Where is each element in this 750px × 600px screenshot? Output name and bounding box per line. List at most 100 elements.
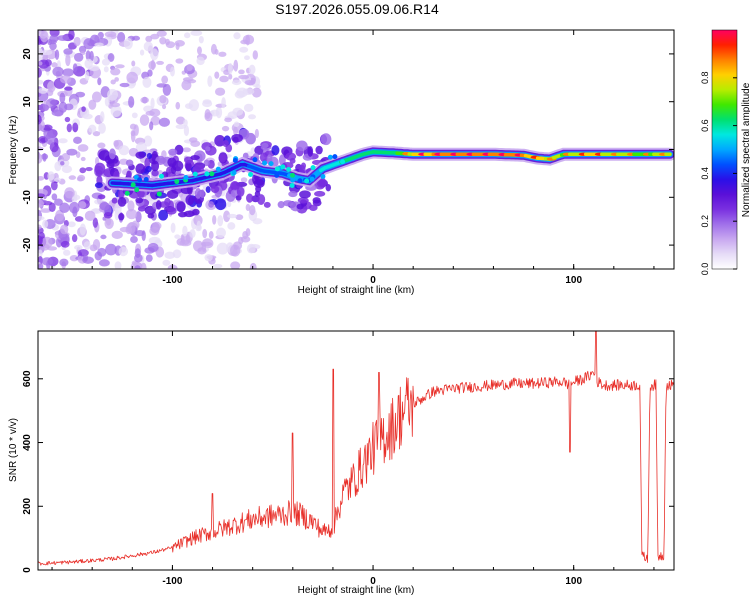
spectrogram-noise-blob xyxy=(233,126,238,136)
spectrogram-noise-blob xyxy=(84,71,90,82)
spectrogram-noise-blob xyxy=(100,234,107,240)
spectrogram-noise-blob xyxy=(165,41,176,49)
snr-x-ticks: -100 0 100 xyxy=(51,331,655,587)
spectrogram-noise-blob xyxy=(189,229,196,238)
spectrogram-noise-blob xyxy=(81,106,86,112)
spectrogram-scatter-blob xyxy=(117,197,127,207)
y-tick-label: 0 xyxy=(22,567,33,573)
spectrogram-noise-blob xyxy=(223,210,231,223)
spectrogram-noise-blob xyxy=(123,38,133,50)
spectrogram-noise-blob xyxy=(126,208,138,220)
spectrogram-scatter-blob xyxy=(285,152,297,161)
spectrogram-noise-blob xyxy=(41,49,53,56)
spectrogram-noise-blob xyxy=(59,92,66,104)
spectrogram-ridge-blob xyxy=(289,182,295,188)
spectrogram-noise-blob xyxy=(83,241,91,250)
spectrogram-noise-blob xyxy=(235,214,244,221)
spectrogram-scatter-blob xyxy=(185,161,192,172)
spectrogram-noise-blob xyxy=(218,51,227,57)
spectrogram-noise-blob xyxy=(207,75,213,88)
spectrogram-noise-blob xyxy=(101,58,111,66)
spectrogram-heatmap xyxy=(38,30,674,269)
spectrogram-noise-blob xyxy=(49,142,59,153)
spectrogram-noise-blob xyxy=(61,153,71,162)
spectrogram-noise-blob xyxy=(150,33,160,40)
spectrogram-noise-blob xyxy=(64,116,71,123)
spectrogram-scatter-blob xyxy=(94,162,106,175)
spectrogram-scatter-blob xyxy=(203,159,210,167)
spectrogram-noise-blob xyxy=(72,63,78,73)
spectrogram-noise-blob xyxy=(58,101,68,113)
spectrogram-ridge-blob xyxy=(290,172,296,178)
spectrogram-noise-blob xyxy=(64,86,73,91)
spectrogram-noise-blob xyxy=(52,66,64,77)
spectrogram-ridge-blob xyxy=(274,172,280,178)
spectrogram-noise-blob xyxy=(67,221,76,228)
spectrogram-scatter-blob xyxy=(297,197,309,204)
spectrogram-ridge-blob xyxy=(231,170,237,176)
spectrogram-noise-blob xyxy=(216,227,226,238)
spectrogram-noise-blob xyxy=(183,119,188,127)
spectrogram-noise-blob xyxy=(169,66,175,77)
spectrogram-noise-blob xyxy=(172,249,182,259)
spectrogram-noise-blob xyxy=(77,144,89,152)
spectrogram-noise-blob xyxy=(245,228,251,237)
spectrogram-noise-blob xyxy=(162,259,171,266)
spectrogram-ridge-blob xyxy=(340,159,346,165)
spectrogram-noise-blob xyxy=(59,202,70,214)
x-tick-label: -100 xyxy=(162,275,182,286)
spectrogram-noise-blob xyxy=(212,263,223,269)
spectrogram-ridge-blob xyxy=(159,173,165,179)
spectrogram-noise-blob xyxy=(38,215,45,221)
spectrogram-noise-blob xyxy=(202,100,213,108)
spectrogram-noise-blob xyxy=(114,77,119,82)
spectrogram-noise-blob xyxy=(127,200,135,212)
spectrogram-noise-blob xyxy=(39,30,49,43)
spectrogram-scatter-blob xyxy=(164,197,171,207)
x-tick-label: 0 xyxy=(370,275,376,286)
spectrogram-noise-blob xyxy=(85,166,93,172)
spectrogram-ridge-blob xyxy=(232,157,238,163)
spectrogram-noise-blob xyxy=(139,49,145,56)
spectrogram-noise-blob xyxy=(216,242,229,255)
spectrogram-noise-blob xyxy=(98,259,110,267)
spectrogram-noise-blob xyxy=(38,175,45,181)
spectrogram-noise-blob xyxy=(41,257,53,266)
spectrogram-noise-blob xyxy=(159,37,167,45)
spectrogram-ridge-blob xyxy=(274,166,280,172)
spectrogram-noise-blob xyxy=(110,79,116,85)
spectrogram-scatter-blob xyxy=(135,151,146,159)
spectrogram-noise-blob xyxy=(78,201,87,209)
spectrogram-noise-blob xyxy=(156,60,164,65)
spectrogram-scatter-blob xyxy=(288,190,298,198)
spectrogram-scatter-blob xyxy=(145,165,152,173)
spectrogram-scatter-blob xyxy=(245,132,256,145)
x-tick-label: -100 xyxy=(162,576,182,587)
spectrogram-scatter-blob xyxy=(325,183,332,192)
spectrogram-ridge-blob xyxy=(320,174,326,180)
spectrogram-noise-blob xyxy=(60,240,70,248)
spectrogram-noise-blob xyxy=(84,58,93,69)
spectrogram-noise-blob xyxy=(58,138,68,144)
spectrogram-scatter-blob xyxy=(117,189,125,199)
spectrogram-noise-blob xyxy=(85,50,91,61)
y-tick-label: 400 xyxy=(22,434,33,451)
spectrogram-noise-blob xyxy=(133,124,139,136)
spectrogram-noise-blob xyxy=(110,102,121,108)
spectrogram-noise-blob xyxy=(92,130,101,137)
spectrogram-noise-blob xyxy=(68,201,80,214)
spectrogram-noise-blob xyxy=(162,104,167,110)
spectrogram-scatter-blob xyxy=(111,197,118,204)
spectrogram-noise-blob xyxy=(42,153,47,162)
spectrogram-noise-blob xyxy=(176,238,186,246)
spectrogram-noise-blob xyxy=(72,122,79,133)
spectrogram-noise-blob xyxy=(233,32,241,40)
spectrogram-y-ticks: -20 -10 0 10 20 xyxy=(22,48,674,252)
spectrogram-noise-blob xyxy=(232,107,244,116)
spectrogram-scatter-blob xyxy=(261,143,269,149)
spectrogram-noise-blob xyxy=(40,208,52,213)
spectrogram-scatter-blob xyxy=(168,148,178,156)
spectrogram-noise-blob xyxy=(57,35,69,41)
y-tick-label: 600 xyxy=(22,370,33,387)
spectrogram-noise-blob xyxy=(219,75,229,83)
